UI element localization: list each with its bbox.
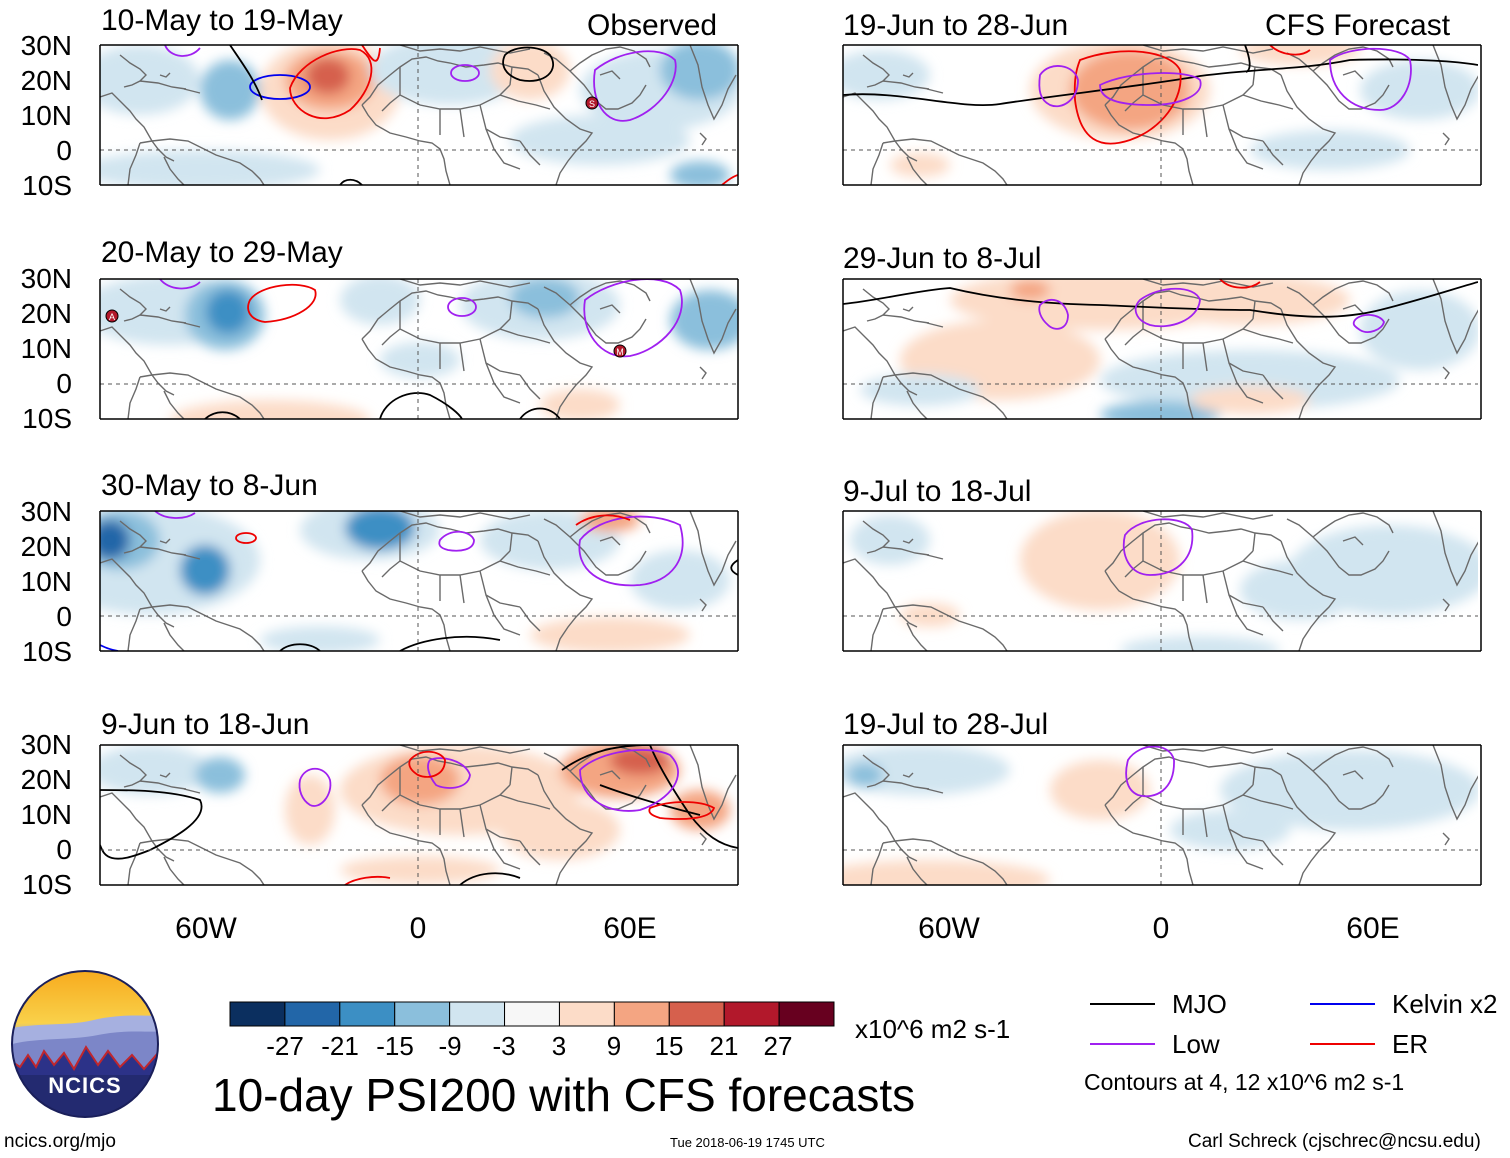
- y-tick-label: 20N: [20, 65, 72, 96]
- colorbar-tick-label: 3: [551, 1031, 567, 1061]
- panel-forecast-2: [843, 279, 1478, 419]
- colorbar-tick-label: -9: [438, 1031, 462, 1061]
- footer-url[interactable]: ncics.org/mjo: [4, 1131, 116, 1152]
- y-tick-label: 0: [56, 135, 72, 166]
- colorbar-cell: [394, 1001, 451, 1027]
- colorbar-tick-label: 21: [709, 1031, 739, 1061]
- x-tick-label: 60W: [175, 912, 237, 945]
- x-tick-label: 60E: [603, 912, 657, 945]
- colorbar-cell: [339, 1001, 396, 1027]
- colorbar-tick-label: -21: [321, 1031, 359, 1061]
- panel-title: 9-Jul to 18-Jul: [843, 475, 1032, 508]
- logo-text: NCICS: [48, 1073, 121, 1098]
- colorbar-tick-label: -15: [376, 1031, 414, 1061]
- panel-title: 10-May to 19-May: [101, 4, 343, 37]
- storm-label: M: [616, 347, 624, 357]
- panel-title: 29-Jun to 8-Jul: [843, 242, 1042, 275]
- y-tick-label: 10N: [20, 566, 72, 597]
- panel-title: 19-Jun to 28-Jun: [843, 9, 1069, 42]
- y-tick-label: 20N: [20, 764, 72, 795]
- panel-observed-1: S: [100, 45, 738, 185]
- chart-title: 10-day PSI200 with CFS forecasts: [212, 1069, 916, 1121]
- colorbar-cell: [668, 1001, 725, 1027]
- x-tick-label: 0: [409, 912, 427, 945]
- colorbar-cell: [558, 1001, 615, 1027]
- colorbar-tick-label: 15: [654, 1031, 684, 1061]
- colorbar: [229, 1001, 835, 1027]
- footer-author: Carl Schreck (cjschrec@ncsu.edu): [1188, 1131, 1481, 1152]
- footer-timestamp: Tue 2018-06-19 1745 UTC: [670, 1135, 825, 1150]
- y-tick-label: 10S: [22, 869, 72, 900]
- ncics-logo: NCICS: [11, 970, 159, 1118]
- legend-lines: [1090, 1003, 1375, 1045]
- y-tick-label: 30N: [20, 496, 72, 527]
- legend-label-mjo: MJO: [1172, 989, 1227, 1019]
- panel-title: 30-May to 8-Jun: [101, 469, 318, 502]
- storm-label: S: [589, 99, 595, 109]
- y-tick-label: 0: [56, 834, 72, 865]
- y-tick-label: 20N: [20, 298, 72, 329]
- y-tick-label: 0: [56, 601, 72, 632]
- colorbar-cell: [613, 1001, 670, 1027]
- y-tick-label: 10N: [20, 100, 72, 131]
- panel-observed-3: [100, 511, 738, 651]
- colorbar-units: x10^6 m2 s-1: [855, 1014, 1011, 1044]
- panel-title: 20-May to 29-May: [101, 236, 343, 269]
- panel-title: 9-Jun to 18-Jun: [101, 708, 310, 741]
- y-tick-label: 0: [56, 368, 72, 399]
- colorbar-tick-label: -3: [492, 1031, 516, 1061]
- colorbar-cell: [504, 1001, 560, 1027]
- colorbar-cell: [229, 1001, 286, 1027]
- contour-note: Contours at 4, 12 x10^6 m2 s-1: [1084, 1069, 1405, 1095]
- colorbar-cell: [723, 1001, 780, 1027]
- colorbar-tick-label: 9: [606, 1031, 622, 1061]
- y-tick-label: 30N: [20, 30, 72, 61]
- legend-label-er: ER: [1392, 1029, 1429, 1059]
- y-tick-label: 10S: [22, 636, 72, 667]
- storm-label: A: [109, 312, 115, 322]
- panel-forecast-3: [843, 511, 1478, 651]
- panel-forecast-1: [843, 45, 1478, 185]
- colorbar-tick-label: -27: [266, 1031, 304, 1061]
- panel-title: 19-Jul to 28-Jul: [843, 708, 1049, 741]
- map-panels: S: [99, 44, 1482, 886]
- y-tick-label: 20N: [20, 531, 72, 562]
- x-tick-label: 60E: [1346, 912, 1400, 945]
- y-tick-label: 10N: [20, 333, 72, 364]
- panel-forecast-4: [843, 745, 1478, 885]
- y-tick-label: 10N: [20, 799, 72, 830]
- colorbar-tick-label: 27: [763, 1031, 793, 1061]
- legend-label-kelvin: Kelvin x2: [1392, 989, 1498, 1019]
- x-tick-label: 60W: [918, 912, 980, 945]
- colorbar-cell: [284, 1001, 341, 1027]
- x-tick-label: 0: [1152, 912, 1170, 945]
- colorbar-cell: [778, 1001, 835, 1027]
- observed-label: Observed: [587, 9, 718, 42]
- panel-observed-2: A M: [100, 279, 738, 419]
- y-tick-label: 10S: [22, 403, 72, 434]
- legend-label-low: Low: [1172, 1029, 1220, 1059]
- y-tick-label: 30N: [20, 729, 72, 760]
- forecast-label: CFS Forecast: [1265, 9, 1451, 42]
- colorbar-cell: [449, 1001, 506, 1027]
- panel-observed-4: [100, 745, 738, 885]
- y-tick-label: 30N: [20, 263, 72, 294]
- y-tick-label: 10S: [22, 170, 72, 201]
